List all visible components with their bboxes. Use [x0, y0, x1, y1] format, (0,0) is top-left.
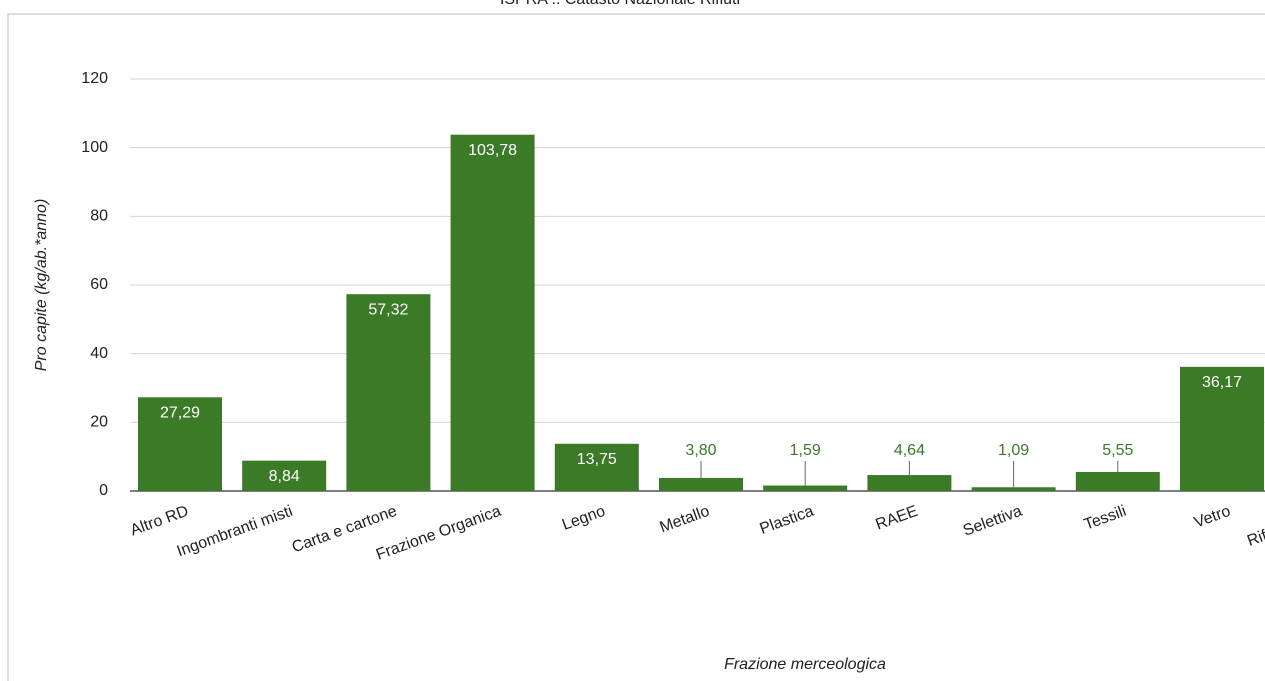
data-label: 1,09 [998, 442, 1029, 459]
data-label: 13,75 [577, 451, 617, 468]
bar [763, 485, 848, 491]
y-tick-label: 80 [90, 208, 108, 225]
data-label: 5,55 [1102, 442, 1133, 459]
x-tick-label: Vetro [1192, 503, 1233, 532]
bar [242, 460, 327, 491]
x-axis-title: Frazione merceologica [724, 656, 886, 673]
data-label: 36,17 [1202, 374, 1242, 391]
y-tick-label: 20 [90, 414, 108, 431]
bar [346, 294, 431, 491]
y-tick-label: 60 [90, 276, 108, 293]
data-label: 27,29 [160, 405, 200, 422]
x-tick-label: Ingombranti misti [175, 503, 295, 561]
x-tick-label: RAEE [873, 503, 920, 534]
bar [138, 397, 222, 491]
x-tick-label: Plastica [758, 503, 817, 538]
data-label: 103,78 [468, 142, 517, 159]
x-tick-label: Altro RD [128, 503, 191, 540]
bar [554, 443, 639, 491]
bar [1075, 471, 1160, 491]
x-tick-label: Legno [560, 503, 608, 534]
data-label: 3,80 [685, 442, 716, 459]
y-tick-label: 40 [90, 345, 108, 362]
y-tick-label: 100 [81, 139, 108, 156]
x-tick-label: Selettiva [961, 503, 1025, 540]
data-label: 8,84 [269, 468, 300, 485]
x-tick-label: Metallo [658, 503, 712, 537]
chart-frame [7, 13, 1265, 681]
bar [971, 487, 1056, 491]
bar [450, 134, 535, 491]
y-axis-title: Pro capite (kg/ab.*anno) [33, 199, 50, 372]
data-label: 4,64 [894, 442, 925, 459]
y-tick-label: 0 [99, 482, 108, 499]
y-tick-label: 120 [81, 70, 108, 87]
data-label: 57,32 [368, 301, 408, 318]
data-label: 1,59 [790, 442, 821, 459]
chart-title: ISPRA :: Catasto Nazionale Rifiuti [500, 0, 740, 8]
x-tick-label: Tessili [1082, 503, 1129, 534]
bar [659, 477, 743, 491]
bar [867, 475, 952, 491]
x-tick-label: Rifiuti Pulizia [1245, 503, 1265, 550]
bar [1180, 366, 1264, 491]
